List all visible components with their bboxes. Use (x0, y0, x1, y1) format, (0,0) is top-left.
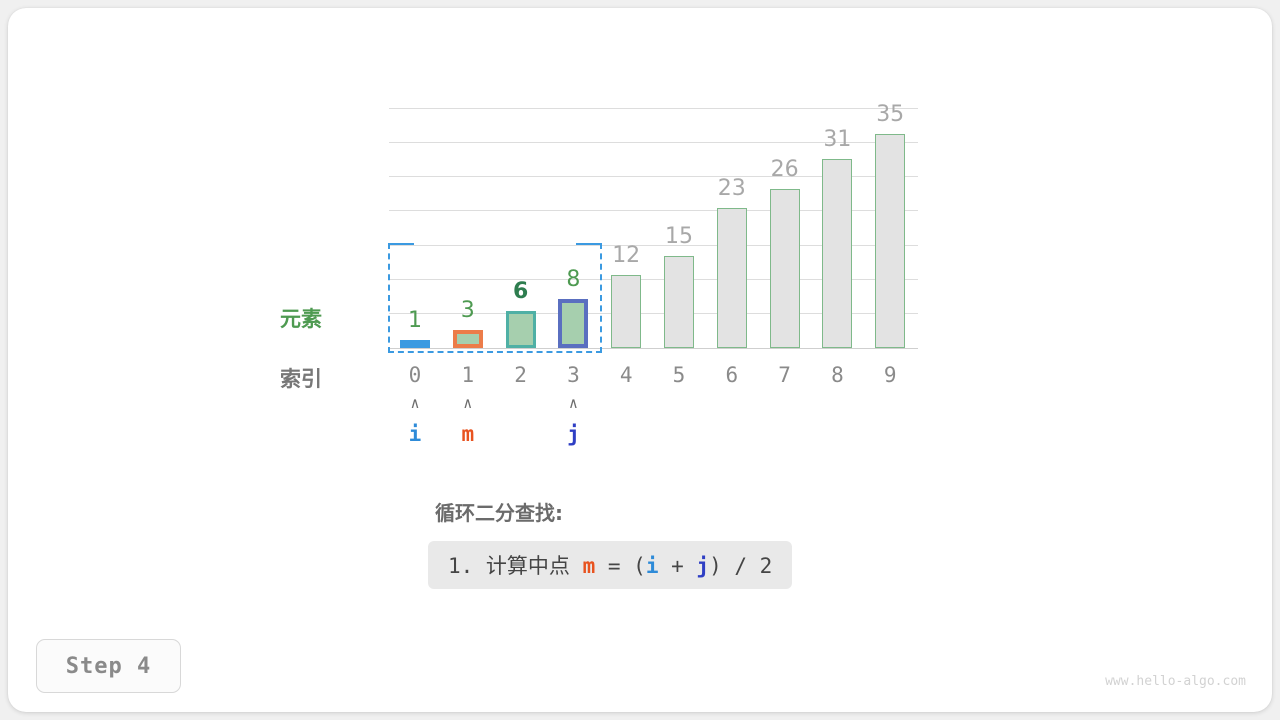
search-range-box-corner-right (576, 243, 602, 245)
bar-value-label-5: 15 (665, 224, 693, 249)
search-range-box-corner-left (388, 243, 414, 245)
formula-box: 1. 计算中点 m = (i + j) / 2 (428, 541, 793, 589)
gridline (389, 108, 918, 109)
index-label-2: 2 (514, 363, 527, 387)
bar-4 (611, 275, 642, 348)
index-label-7: 7 (778, 363, 791, 387)
pointer-caret-i: ∧ (410, 394, 420, 412)
bar-value-label-6: 23 (717, 176, 746, 201)
formula-equals: = ( (595, 554, 646, 578)
bar-value-label-7: 26 (770, 157, 799, 182)
row-label-element: 元素 (280, 307, 322, 331)
gridline (389, 245, 918, 246)
formula-prefix: 1. 计算中点 (448, 554, 583, 578)
search-range-box (388, 243, 602, 353)
bar-7 (769, 189, 800, 348)
axis-baseline (389, 348, 918, 349)
pointer-label-j: j (567, 422, 580, 446)
index-label-5: 5 (672, 363, 686, 387)
pointer-caret-j: ∧ (568, 394, 578, 412)
bar-1 (452, 330, 483, 348)
index-label-3: 3 (567, 363, 580, 387)
watermark: www.hello-algo.com (1105, 674, 1246, 689)
formula-plus: + (658, 554, 697, 578)
bar-value-label-0: 1 (408, 308, 422, 333)
bar-value-label-1: 3 (460, 298, 475, 323)
formula-var-i: i (645, 554, 659, 578)
bar-3 (558, 299, 589, 348)
bar-2 (505, 311, 536, 348)
index-label-8: 8 (831, 363, 844, 387)
gridline (389, 210, 918, 211)
formula-suffix: ) / 2 (709, 554, 773, 578)
formula-var-m: m (582, 554, 596, 578)
pointer-caret-m: ∧ (463, 394, 473, 412)
bar-value-label-3: 8 (566, 267, 581, 292)
bar-6 (716, 208, 747, 348)
index-label-4: 4 (619, 363, 633, 387)
gridline (389, 176, 918, 177)
index-label-1: 1 (461, 363, 475, 387)
index-label-6: 6 (725, 363, 739, 387)
gridline (389, 142, 918, 143)
formula-var-j: j (696, 554, 710, 578)
gridline (389, 313, 918, 314)
bar-value-label-9: 35 (876, 102, 905, 127)
bar-value-label-4: 12 (612, 243, 641, 268)
bar-0 (400, 340, 430, 348)
index-label-0: 0 (408, 363, 422, 387)
bar-5 (664, 256, 694, 348)
pointer-label-m: m (461, 422, 475, 446)
caption-heading: 循环二分查找: (435, 501, 563, 525)
step-badge: Step 4 (36, 639, 181, 693)
bar-value-label-8: 31 (823, 127, 852, 152)
content-card (8, 8, 1272, 712)
bar-value-label-2: 6 (512, 279, 529, 304)
row-label-index: 索引 (280, 367, 322, 391)
gridline (389, 279, 918, 280)
pointer-label-i: i (408, 422, 422, 446)
index-label-9: 9 (883, 363, 897, 387)
bar-9 (875, 134, 906, 348)
bar-8 (822, 159, 853, 348)
